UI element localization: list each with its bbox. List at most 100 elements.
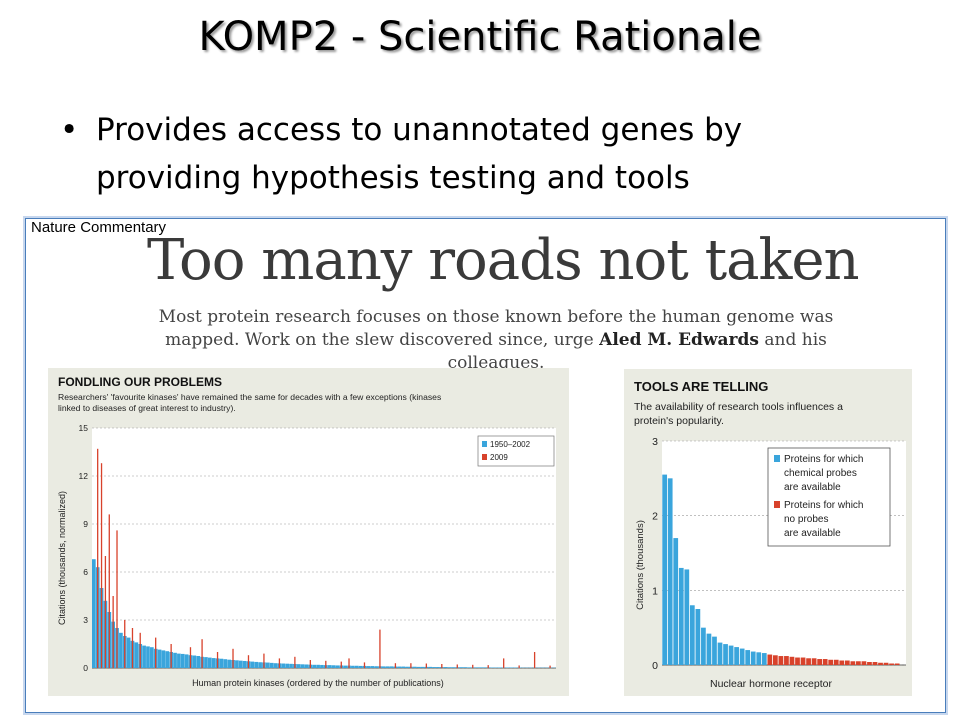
chart1-bar-red <box>170 644 172 668</box>
chart1-ytick: 6 <box>83 567 88 577</box>
chart1-bar-red <box>112 596 114 668</box>
chart1-bar-blue <box>180 653 185 668</box>
chart1-bar-blue <box>358 665 363 668</box>
chart1-bar-blue <box>184 654 189 668</box>
chart1-bar-blue <box>119 632 123 668</box>
chart1-bar-red <box>294 656 296 668</box>
bullet-line-1: Provides access to unannotated genes by <box>96 112 743 148</box>
chart1-bar-blue <box>405 666 409 668</box>
chart1-bar-red <box>108 514 110 668</box>
chart1-bar-blue <box>219 658 224 668</box>
chart1-bar-blue <box>227 659 231 668</box>
chart2-bar-red <box>856 661 861 665</box>
chart1-bar-blue <box>331 665 336 668</box>
chart2-bar-red <box>784 656 789 665</box>
standfirst-text-a: mapped. Work on the slew discovered sinc… <box>165 330 600 350</box>
chart1-plot-area <box>92 428 556 668</box>
chart1-bar-red <box>340 661 342 668</box>
chart1-bar-blue <box>343 665 347 668</box>
chart2-bar-blue <box>678 567 684 665</box>
chart2-bar-red <box>850 661 856 665</box>
chart1-bar-red <box>124 620 126 668</box>
chart1-bar-blue <box>273 663 278 668</box>
chart1-bar-blue <box>126 637 131 668</box>
chart1-bar-blue <box>157 649 162 668</box>
chart1-bar-blue <box>478 667 483 668</box>
chart1-bar-red <box>201 639 203 668</box>
chart2-bar-blue <box>745 650 751 665</box>
chart2-legend-label-1-line-1: Proteins for which <box>784 454 863 465</box>
chart1-bar-red <box>232 648 234 668</box>
article-standfirst: Most protein research focuses on those k… <box>146 306 846 375</box>
chart1-bar-blue <box>467 667 471 668</box>
chart1-bar-blue <box>92 559 96 668</box>
chart2-subtitle-1: The availability of research tools influ… <box>634 401 843 413</box>
kinase-chart: FONDLING OUR PROBLEMS Researchers' 'favo… <box>57 375 556 688</box>
chart2-bar-blue <box>728 645 734 665</box>
chart1-bar-red <box>189 647 192 668</box>
chart2-subtitle-2: protein's popularity. <box>634 415 724 427</box>
chart1-bar-blue <box>281 663 286 668</box>
chart1-bar-blue <box>451 667 456 668</box>
chart1-bar-red <box>263 653 265 668</box>
chart2-bar-red <box>800 657 806 665</box>
chart2-ytick: 1 <box>652 585 658 597</box>
chart2-bar-red <box>806 658 811 665</box>
chart1-bar-red <box>325 660 327 668</box>
chart2-legend-label-2-line-2: no probes <box>784 514 828 525</box>
chart2-bar-red <box>778 656 784 665</box>
chart1-bar-red <box>518 665 520 668</box>
article-headline: Too many roads not taken <box>147 228 860 293</box>
chart2-legend-label-2: Proteins for which no probes are availab… <box>784 500 866 539</box>
chart1-bar-blue <box>389 666 394 668</box>
chart1-bar-blue <box>146 646 150 668</box>
chart1-bar-blue <box>316 664 320 668</box>
chart2-legend-label-1-line-2: chemical probes <box>784 468 857 479</box>
chart1-bar-red <box>104 556 107 668</box>
chart2-bar-red <box>828 659 834 665</box>
chart2-bar-red <box>844 660 850 665</box>
slide-title: KOMP2 - Scientific Rationale <box>198 14 762 60</box>
chart2-bar-red <box>767 654 773 665</box>
chart1-bar-blue <box>134 642 139 668</box>
chart2-bar-blue <box>695 609 701 665</box>
chart1-ytick: 12 <box>79 471 89 481</box>
chart1-bar-blue <box>142 645 146 668</box>
standfirst-line-1: Most protein research focuses on those k… <box>158 307 834 327</box>
chart1-bar-red <box>309 660 311 668</box>
chart1-bar-blue <box>459 667 463 668</box>
chart2-bar-blue <box>761 653 767 665</box>
chart1-bar-blue <box>223 659 228 668</box>
chart2-title: TOOLS ARE TELLING <box>634 379 768 394</box>
chart1-bar-red <box>441 664 443 668</box>
chart2-ylabel: Citations (thousands) <box>635 520 646 610</box>
chart1-bar-blue <box>412 666 417 668</box>
chart1-bar-blue <box>289 663 293 668</box>
chart1-bar-blue <box>304 664 309 668</box>
chart1-bar-blue <box>150 647 154 668</box>
chart2-legend-box <box>767 447 891 547</box>
chart1-bar-blue <box>320 664 324 668</box>
chart1-bar-blue <box>177 653 181 668</box>
chart2-bar-blue <box>717 642 723 665</box>
chart1-subtitle-1: Researchers' 'favourite kinases' have re… <box>58 392 441 402</box>
chart1-ytick: 0 <box>83 663 88 673</box>
chart1-bar-blue <box>312 664 317 668</box>
chart2-bar-blue <box>734 647 739 665</box>
chart1-bar-blue <box>354 665 359 668</box>
chart1-bar-red <box>216 652 219 668</box>
chart1-legend-swatch-red <box>482 454 487 460</box>
chart2-legend-swatch-blue <box>774 455 780 462</box>
chart1-bar-blue <box>300 664 305 668</box>
chart1-ylabel: Citations (thousands, normalized) <box>57 491 67 625</box>
chart1-legend-label-2: 2009 <box>490 453 508 462</box>
chart2-ytick: 2 <box>652 511 658 523</box>
chart1-bar-red <box>247 655 250 668</box>
chart1-bar-red <box>155 637 157 668</box>
chart2-bar-red <box>822 659 828 665</box>
chart2-bar-red <box>817 659 823 665</box>
chart1-bar-red <box>472 664 474 668</box>
chart1-bar-blue <box>397 666 402 668</box>
chart2-ytick: 3 <box>652 436 658 448</box>
chart2-bar-red <box>889 663 894 665</box>
